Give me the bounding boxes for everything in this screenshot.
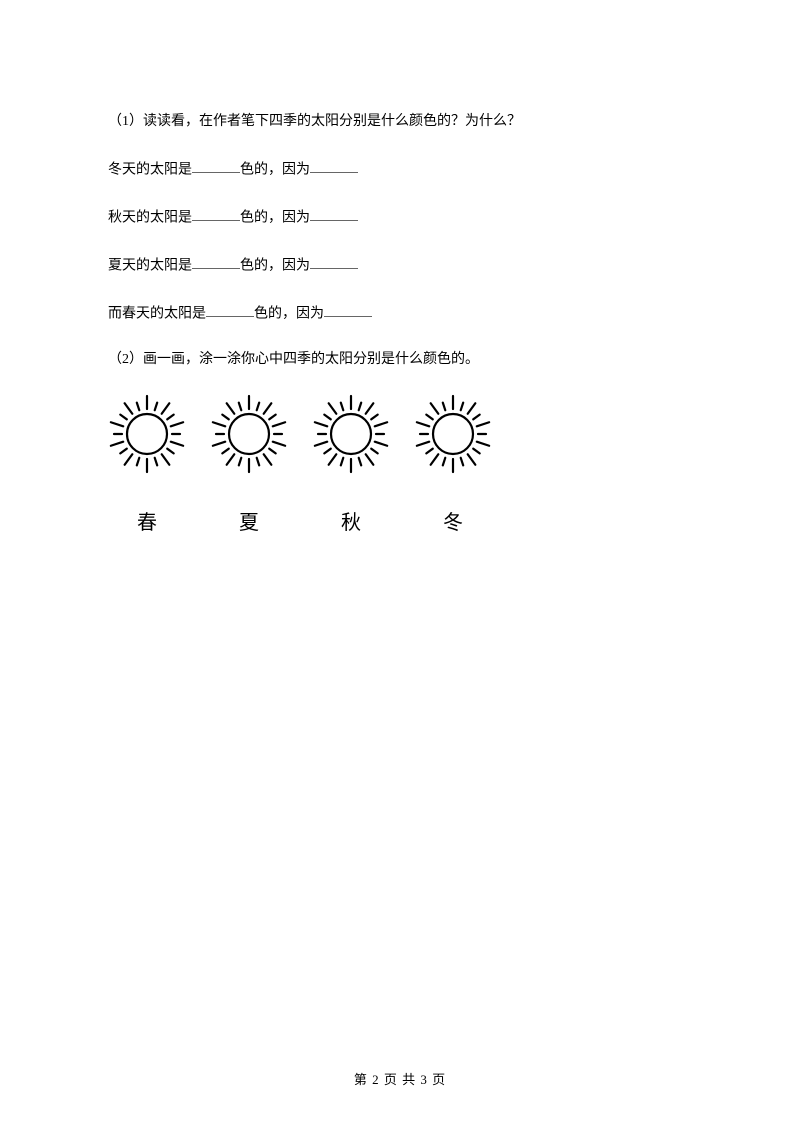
fill-row-autumn: 秋天的太阳是 色的，因为: [108, 206, 690, 228]
blank-color[interactable]: [192, 158, 240, 173]
fill-row-winter: 冬天的太阳是 色的，因为: [108, 158, 690, 180]
season-label: 春: [104, 509, 190, 537]
blank-reason[interactable]: [324, 302, 372, 317]
row-mid: 色的，因为: [240, 162, 310, 177]
fill-row-spring: 而春天的太阳是 色的，因为: [108, 302, 690, 324]
suns-row: [104, 391, 690, 477]
page-footer: 第 2 页 共 3 页: [0, 1069, 800, 1088]
season-labels-row: 春 夏 秋 冬: [104, 509, 690, 537]
question-1-prompt: （1）读读看，在作者笔下四季的太阳分别是什么颜色的？为什么？: [108, 112, 690, 132]
blank-reason[interactable]: [310, 158, 358, 173]
blank-color[interactable]: [192, 206, 240, 221]
row-mid: 色的，因为: [240, 210, 310, 225]
row-mid: 色的，因为: [240, 258, 310, 273]
blank-color[interactable]: [206, 302, 254, 317]
row-prefix: 秋天的太阳是: [108, 210, 192, 225]
sun-icon: [410, 391, 496, 477]
blank-reason[interactable]: [310, 254, 358, 269]
question-2-prompt: （2）画一画，涂一涂你心中四季的太阳分别是什么颜色的。: [108, 350, 690, 370]
sun-winter: [410, 391, 496, 477]
sun-summer: [206, 391, 292, 477]
row-prefix: 而春天的太阳是: [108, 306, 206, 321]
blank-reason[interactable]: [310, 206, 358, 221]
sun-autumn: [308, 391, 394, 477]
season-label: 秋: [308, 509, 394, 537]
sun-icon: [104, 391, 190, 477]
blank-color[interactable]: [192, 254, 240, 269]
fill-row-summer: 夏天的太阳是 色的，因为: [108, 254, 690, 276]
row-prefix: 冬天的太阳是: [108, 162, 192, 177]
sun-icon: [206, 391, 292, 477]
sun-spring: [104, 391, 190, 477]
season-label: 夏: [206, 509, 292, 537]
row-mid: 色的，因为: [254, 306, 324, 321]
sun-icon: [308, 391, 394, 477]
season-label: 冬: [410, 509, 496, 537]
row-prefix: 夏天的太阳是: [108, 258, 192, 273]
